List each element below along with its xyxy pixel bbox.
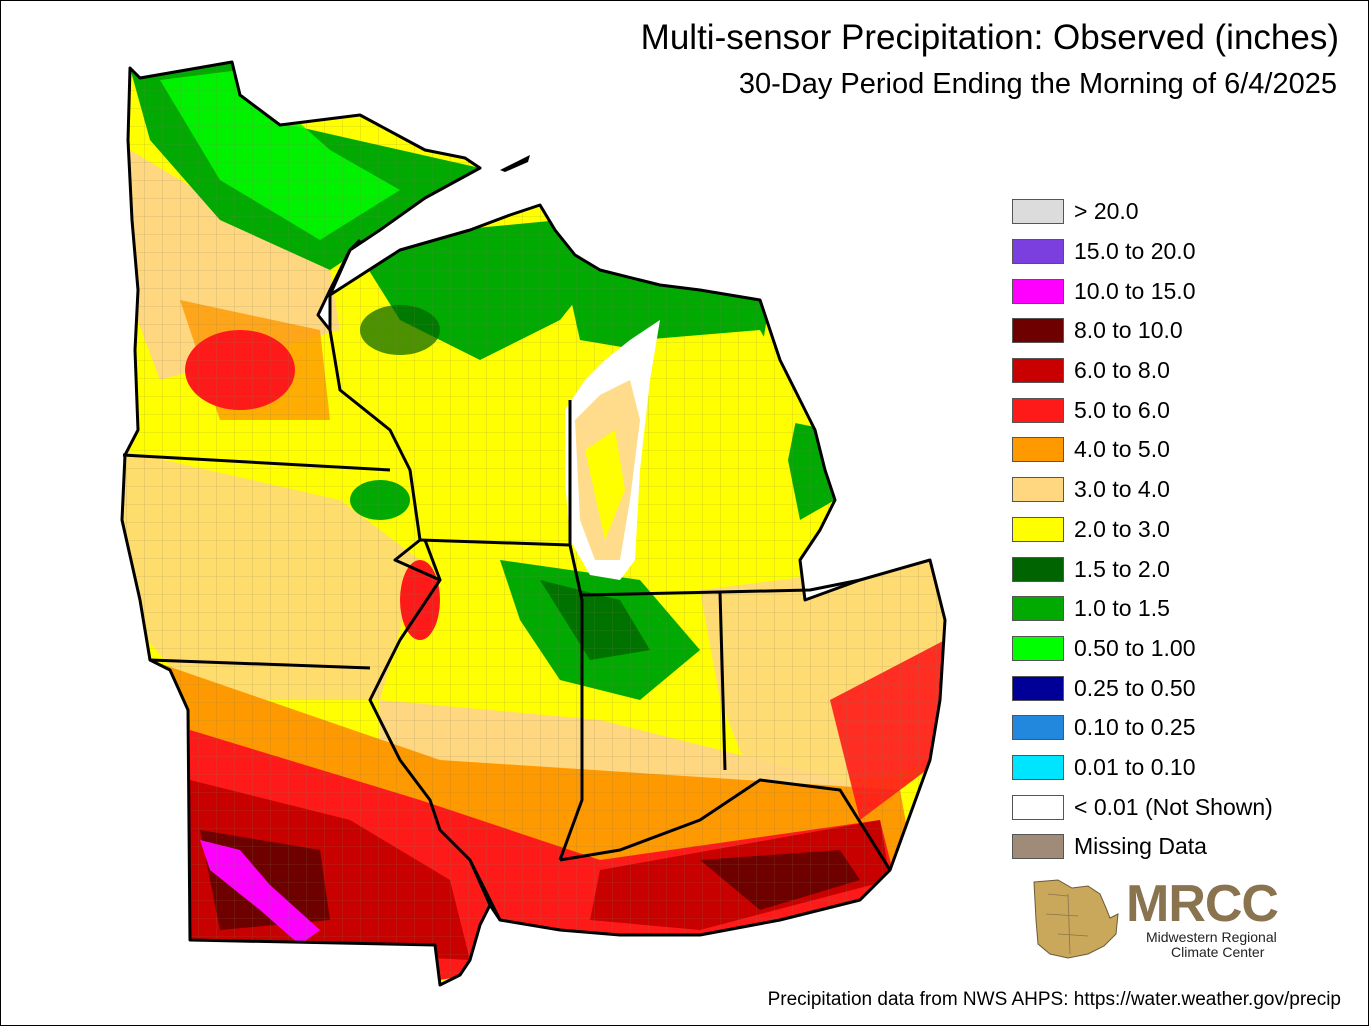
legend-label: 10.0 to 15.0 — [1074, 277, 1196, 304]
legend-label: < 0.01 (Not Shown) — [1074, 793, 1273, 820]
legend-item: 0.10 to 0.25 — [1012, 708, 1273, 748]
data-credit: Precipitation data from NWS AHPS: https:… — [767, 989, 1341, 1010]
legend-item: 1.5 to 2.0 — [1012, 549, 1273, 589]
legend: > 20.0 15.0 to 20.0 10.0 to 15.0 8.0 to … — [1012, 192, 1273, 867]
legend-swatch — [1012, 358, 1064, 384]
legend-swatch — [1012, 794, 1064, 820]
precipitation-map — [120, 60, 947, 987]
legend-item: 1.0 to 1.5 — [1012, 589, 1273, 629]
legend-label: 6.0 to 8.0 — [1074, 357, 1170, 384]
legend-label: > 20.0 — [1074, 198, 1139, 225]
map-subtitle: 30-Day Period Ending the Morning of 6/4/… — [738, 68, 1337, 100]
legend-swatch — [1012, 596, 1064, 622]
legend-item: 5.0 to 6.0 — [1012, 390, 1273, 430]
legend-swatch — [1012, 556, 1064, 582]
legend-swatch — [1012, 635, 1064, 661]
legend-swatch — [1012, 437, 1064, 463]
legend-swatch — [1012, 675, 1064, 701]
legend-label: Missing Data — [1074, 833, 1207, 860]
legend-swatch — [1012, 199, 1064, 225]
logo-name-line1: Midwestern Regional — [1146, 929, 1277, 945]
legend-label: 1.0 to 1.5 — [1074, 595, 1170, 622]
legend-item: 15.0 to 20.0 — [1012, 232, 1273, 272]
map-title: Multi-sensor Precipitation: Observed (in… — [640, 18, 1339, 57]
legend-label: 0.10 to 0.25 — [1074, 714, 1196, 741]
legend-item: 0.01 to 0.10 — [1012, 748, 1273, 788]
legend-item: > 20.0 — [1012, 192, 1273, 232]
legend-item: Missing Data — [1012, 827, 1273, 867]
legend-item: 2.0 to 3.0 — [1012, 510, 1273, 550]
legend-label: 0.50 to 1.00 — [1074, 634, 1196, 661]
legend-item: 0.25 to 0.50 — [1012, 668, 1273, 708]
legend-item: 0.50 to 1.00 — [1012, 629, 1273, 669]
legend-swatch — [1012, 397, 1064, 423]
legend-label: 0.01 to 0.10 — [1074, 753, 1196, 780]
legend-swatch — [1012, 278, 1064, 304]
legend-swatch — [1012, 477, 1064, 503]
legend-item: < 0.01 (Not Shown) — [1012, 787, 1273, 827]
legend-label: 4.0 to 5.0 — [1074, 436, 1170, 463]
legend-item: 6.0 to 8.0 — [1012, 351, 1273, 391]
legend-label: 2.0 to 3.0 — [1074, 515, 1170, 542]
legend-label: 8.0 to 10.0 — [1074, 317, 1183, 344]
legend-label: 1.5 to 2.0 — [1074, 555, 1170, 582]
legend-swatch — [1012, 754, 1064, 780]
legend-swatch — [1012, 239, 1064, 265]
legend-label: 3.0 to 4.0 — [1074, 476, 1170, 503]
legend-swatch — [1012, 715, 1064, 741]
logo-name-line2: Climate Center — [1171, 944, 1265, 960]
legend-swatch — [1012, 318, 1064, 344]
legend-label: 15.0 to 20.0 — [1074, 238, 1196, 265]
legend-item: 10.0 to 15.0 — [1012, 271, 1273, 311]
legend-item: 8.0 to 10.0 — [1012, 311, 1273, 351]
logo-acronym: MRCC — [1126, 875, 1279, 933]
legend-item: 3.0 to 4.0 — [1012, 470, 1273, 510]
mrcc-logo-map-icon — [1033, 879, 1119, 959]
legend-item: 4.0 to 5.0 — [1012, 430, 1273, 470]
legend-label: 0.25 to 0.50 — [1074, 674, 1196, 701]
legend-swatch — [1012, 834, 1064, 860]
legend-label: 5.0 to 6.0 — [1074, 396, 1170, 423]
legend-swatch — [1012, 516, 1064, 542]
